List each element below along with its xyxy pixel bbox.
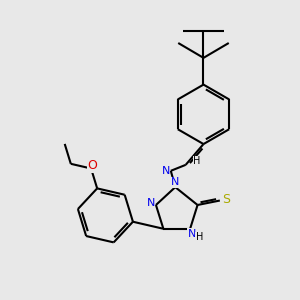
Text: S: S — [222, 193, 230, 206]
Text: O: O — [88, 159, 98, 172]
Text: N: N — [162, 166, 170, 176]
Text: N: N — [171, 177, 179, 187]
Text: H: H — [196, 232, 203, 242]
Text: N: N — [188, 229, 196, 239]
Text: N: N — [146, 199, 155, 208]
Text: H: H — [193, 156, 201, 166]
